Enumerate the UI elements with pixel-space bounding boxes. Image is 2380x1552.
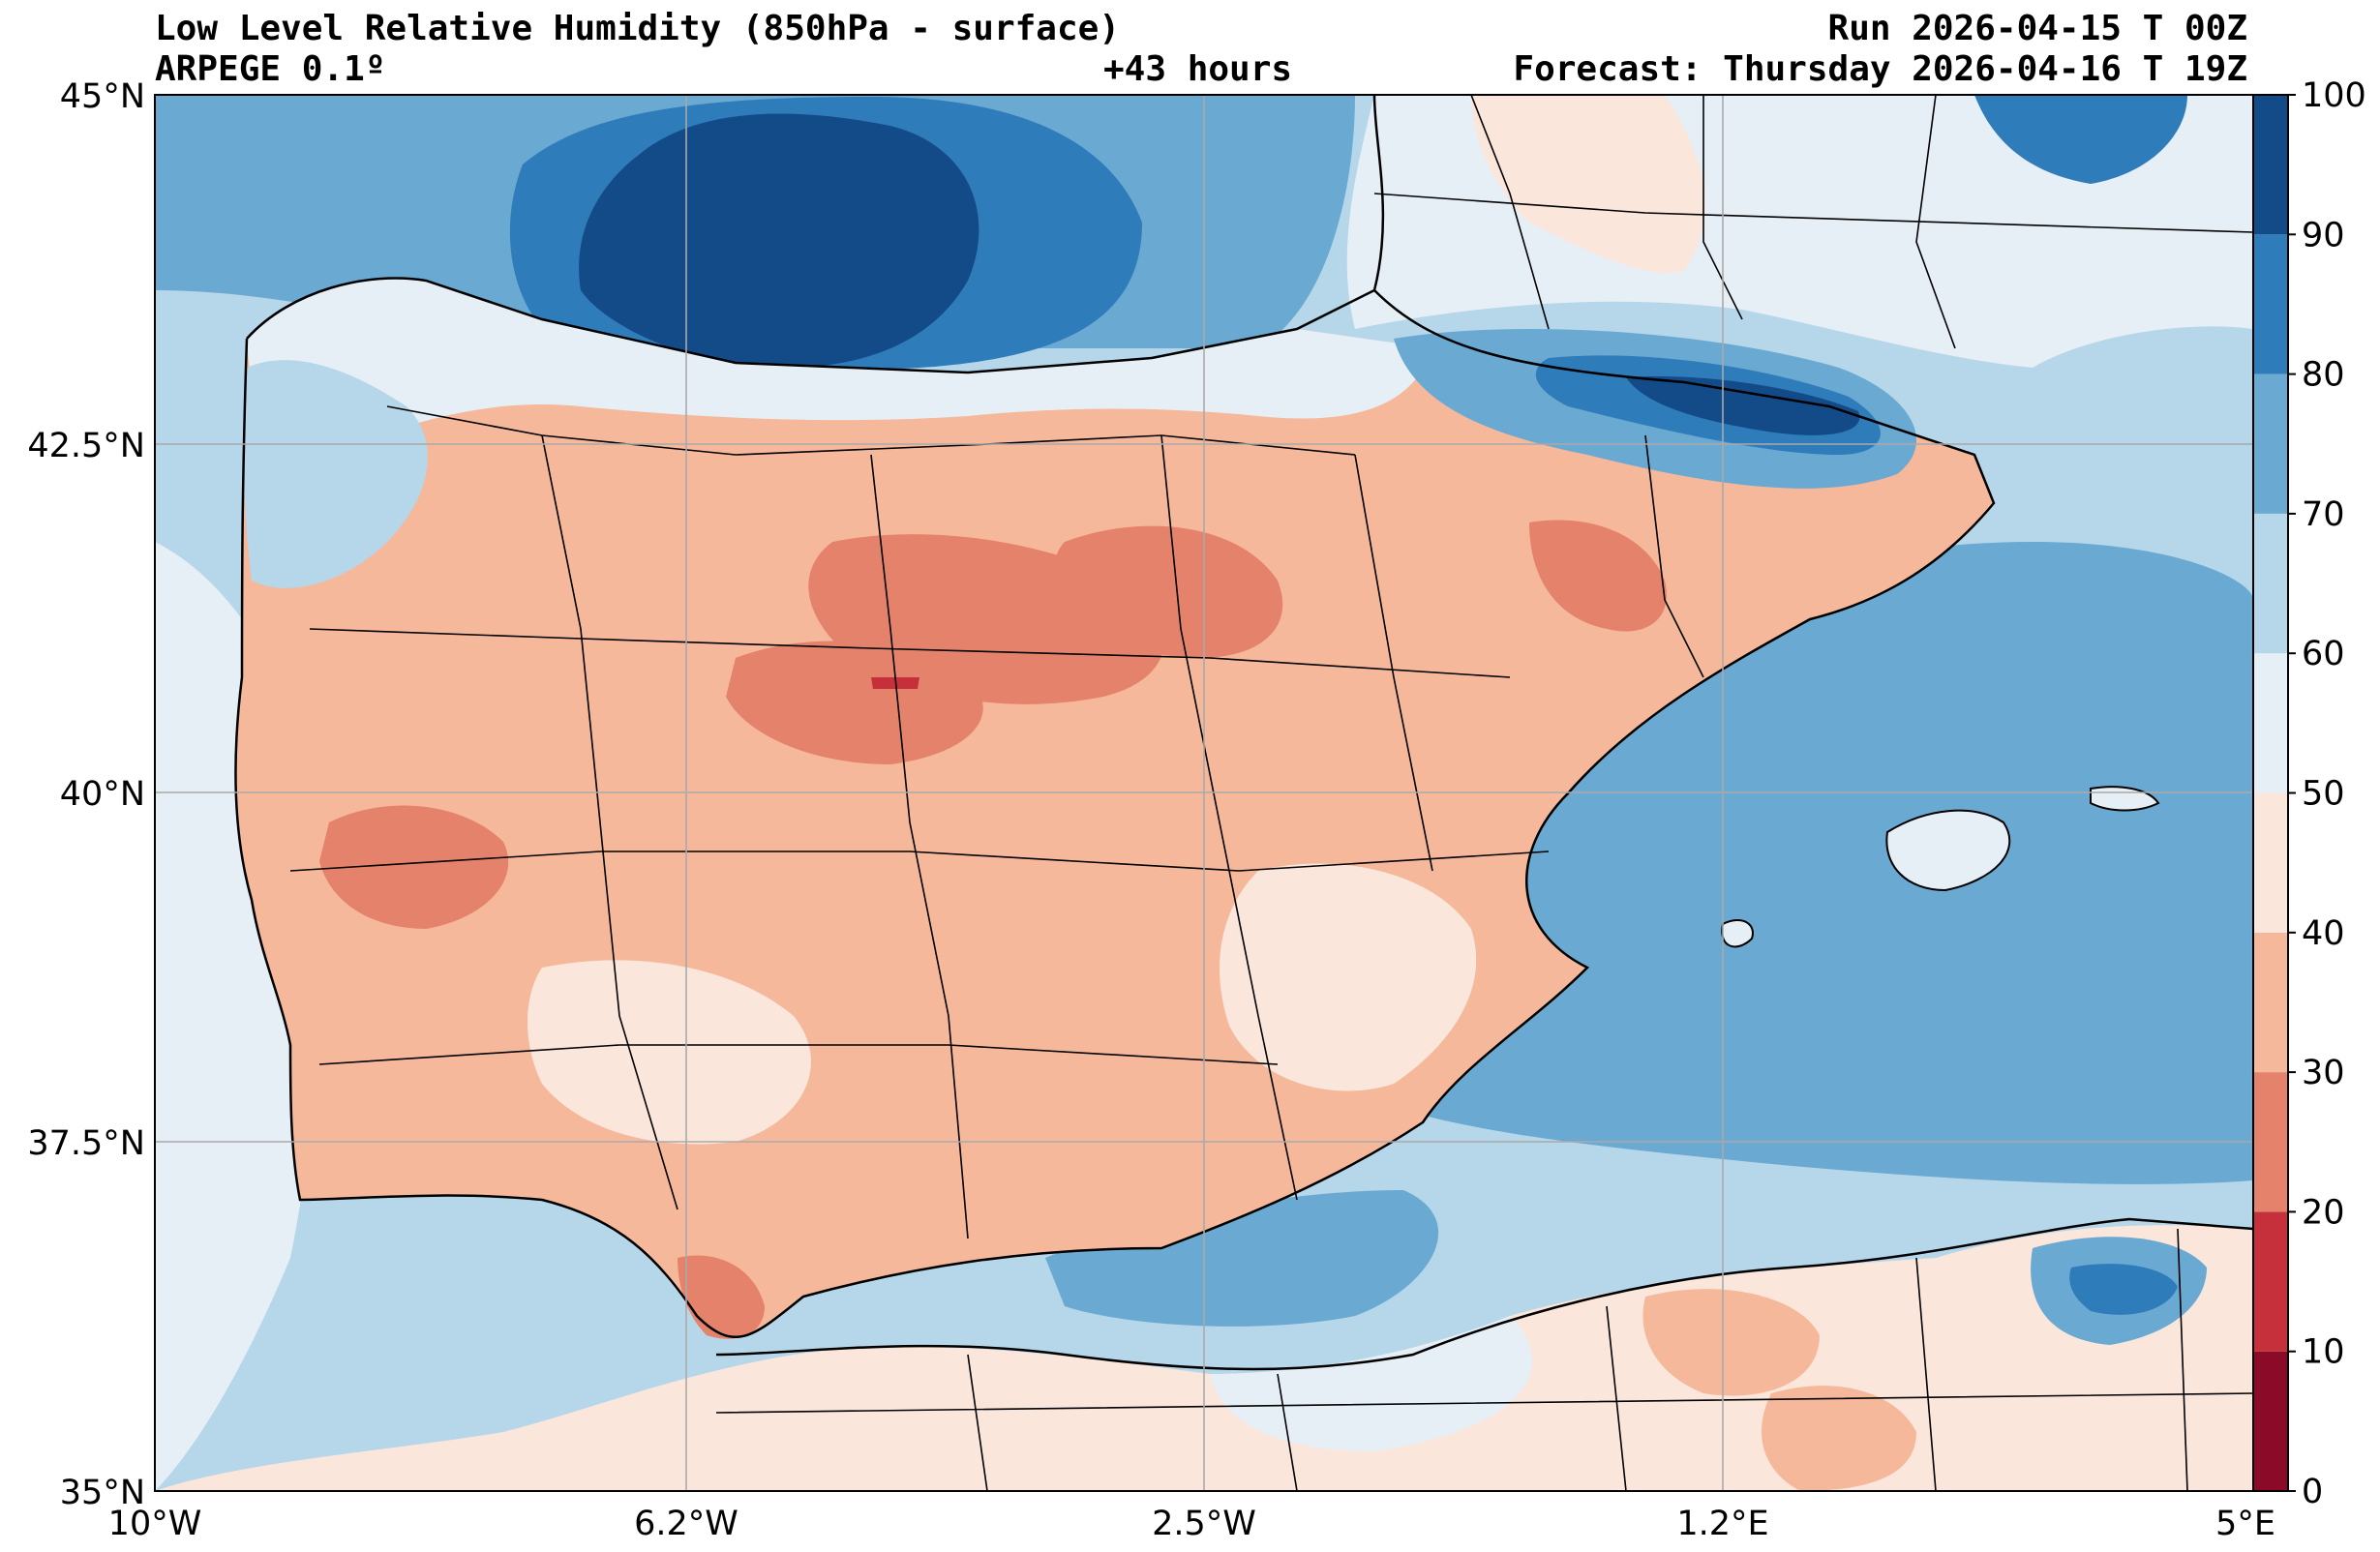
north-coast-humid [247, 278, 1432, 451]
lon-label-2-5w: 2.5°W [1152, 1505, 1256, 1543]
ibiza [1721, 919, 1754, 948]
france-alps-dark [1974, 95, 2187, 184]
lat-label-35: 35°N [60, 1474, 145, 1512]
colorbar: 0 10 20 30 40 50 60 70 80 90 100 [2252, 76, 2366, 1511]
colorbar-label-60: 60 [2302, 635, 2345, 673]
colorbar-band-0 [2253, 1351, 2288, 1491]
longitude-labels: 10°W 6.2°W 2.5°W 1.2°E 5°E [108, 1505, 2275, 1543]
lat-label-45: 45°N [60, 77, 145, 116]
andalucia-light [527, 960, 811, 1145]
colorbar-label-0: 0 [2302, 1473, 2323, 1511]
colorbar-label-50: 50 [2302, 775, 2345, 814]
lead-time: +43 hours [1103, 49, 1293, 89]
colorbar-band-1 [2253, 1211, 2288, 1352]
lat-label-42-5: 42.5°N [27, 427, 145, 465]
africa-borders [715, 1228, 2253, 1491]
colorbar-band-2 [2253, 1072, 2288, 1212]
meseta-dry-2 [1053, 525, 1283, 658]
colorbar-band-5 [2253, 653, 2288, 793]
province-borders [289, 405, 1704, 1239]
france-light-red [1471, 95, 1705, 273]
africa-dry-2 [1762, 1386, 1916, 1491]
lat-label-37-5: 37.5°N [27, 1124, 145, 1163]
colorbar-label-30: 30 [2302, 1054, 2345, 1092]
africa-dry-1 [1642, 1289, 1820, 1396]
colorbar-label-90: 90 [2302, 216, 2345, 254]
pyrenees-darkest-blue [1626, 376, 1860, 435]
model-name: ARPEGE 0.1º [155, 49, 386, 89]
mediterranean-medium-blue [1307, 542, 2253, 1184]
kabylie-dark [2069, 1264, 2178, 1315]
colorbar-band-7 [2253, 373, 2288, 514]
colorbar-label-20: 20 [2302, 1193, 2345, 1232]
lon-label-1-2e: 1.2°E [1676, 1505, 1768, 1543]
lon-label-10w: 10°W [108, 1505, 202, 1543]
colorbar-label-10: 10 [2302, 1333, 2345, 1372]
africa-coastline [715, 1217, 2253, 1371]
colorbar-band-3 [2253, 932, 2288, 1073]
portugal-dry [319, 805, 509, 929]
lon-label-5e: 5°E [2215, 1505, 2275, 1543]
meseta-dry-3 [726, 641, 983, 764]
colorbar-band-6 [2253, 513, 2288, 654]
alboran-medium-blue [1045, 1190, 1439, 1327]
run-time: Run 2026-04-15 T 00Z [1827, 9, 2247, 48]
map-title: Low Level Relative Humidity (850hPa - su… [155, 9, 1120, 48]
gridlines [155, 95, 2253, 1491]
mallorca [1885, 809, 2011, 892]
ebro-dry [1529, 520, 1667, 632]
colorbar-label-40: 40 [2302, 914, 2345, 953]
forecast-time: Forecast: Thursday 2026-04-16 T 19Z [1513, 49, 2247, 89]
iberia-coastline [234, 95, 1996, 1339]
lat-label-40: 40°N [60, 775, 145, 814]
colorbar-band-4 [2253, 792, 2288, 933]
levante-light [1220, 863, 1477, 1091]
africa-light-blue [1210, 1316, 1533, 1451]
colorbar-label-100: 100 [2302, 76, 2366, 115]
latitude-labels: 45°N 42.5°N 40°N 37.5°N 35°N [27, 77, 145, 1512]
colorbar-label-70: 70 [2302, 495, 2345, 534]
galicia-blue [243, 360, 428, 588]
colorbar-band-8 [2253, 234, 2288, 374]
biscay-darkest-blue [579, 113, 979, 369]
france-borders [1373, 95, 2253, 349]
colorbar-band-9 [2253, 95, 2288, 235]
lon-label-6-2w: 6.2°W [634, 1505, 738, 1543]
colorbar-label-80: 80 [2302, 356, 2345, 395]
